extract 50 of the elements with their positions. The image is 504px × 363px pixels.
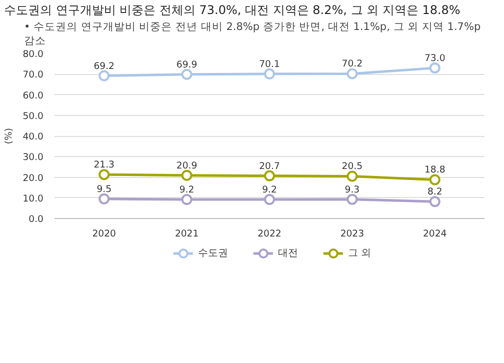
point xyxy=(264,68,275,80)
data-label: 20.5 xyxy=(342,162,363,173)
legend-label: 그 외 xyxy=(348,247,372,260)
y-tick-label: 30.0 xyxy=(22,152,44,164)
y-axis-title: (%) xyxy=(4,128,15,144)
x-tick-label: 2022 xyxy=(258,228,282,240)
x-tick-label: 2020 xyxy=(92,228,116,240)
data-label: 20.7 xyxy=(259,161,280,172)
y-tick-label: 50.0 xyxy=(22,111,44,122)
x-tick-label: 2024 xyxy=(423,228,447,240)
data-label: 9.2 xyxy=(179,184,194,196)
point xyxy=(181,194,192,206)
point xyxy=(98,194,110,205)
point xyxy=(264,170,275,182)
y-tick-label: 10.0 xyxy=(22,194,44,205)
data-label: 69.2 xyxy=(94,61,115,72)
data-label: 9.2 xyxy=(262,184,277,196)
data-label: 18.8 xyxy=(424,165,446,176)
point xyxy=(346,171,358,182)
point xyxy=(181,170,192,182)
point xyxy=(429,174,440,186)
point xyxy=(98,70,110,82)
y-tick-label: 40.0 xyxy=(22,132,44,143)
data-label: 9.5 xyxy=(96,184,112,196)
y-tick-label: 70.0 xyxy=(22,70,44,82)
x-tick-label: 2023 xyxy=(340,228,364,240)
data-label: 73.0 xyxy=(424,53,446,64)
x-tick-label: 2021 xyxy=(174,228,199,240)
point xyxy=(346,68,358,80)
data-label: 8.2 xyxy=(427,187,442,198)
data-label: 69.9 xyxy=(176,60,198,71)
data-label: 9.3 xyxy=(344,184,360,196)
point xyxy=(429,196,440,208)
y-tick-label: 60.0 xyxy=(22,90,44,102)
point xyxy=(429,62,440,74)
y-tick-label: 0.0 xyxy=(28,214,44,226)
data-label: 70.2 xyxy=(342,59,363,70)
legend-label: 수도권 xyxy=(198,247,228,260)
chart-title: 수도권의 연구개발비 비중은 전체의 73.0%, 대전 지역은 8.2%, 그 외 지역은 18.8% xyxy=(4,2,460,19)
point xyxy=(98,170,110,180)
data-label: 21.3 xyxy=(94,160,115,171)
data-label: 70.1 xyxy=(259,59,280,70)
point xyxy=(181,69,192,80)
data-label: 20.9 xyxy=(176,160,198,172)
chart-subtitle: • 수도권의 연구개발비 비중은 전년 대비 2.8%p 증가한 반면, 대전 1.1%p, 그 외 지역 1.7%p 감소 xyxy=(24,21,482,48)
y-tick-label: 20.0 xyxy=(22,173,44,184)
point xyxy=(264,194,275,206)
legend-label: 대전 xyxy=(278,247,298,260)
y-tick-label: 80.0 xyxy=(22,49,44,60)
point xyxy=(346,194,358,206)
